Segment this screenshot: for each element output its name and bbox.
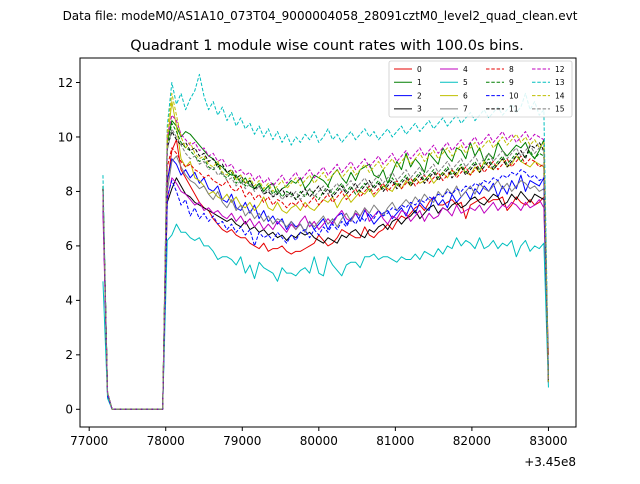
y-tick-label-2: 4	[65, 294, 73, 308]
series-line-2	[102, 158, 549, 410]
y-tick-label-1: 2	[65, 348, 73, 362]
series-line-3	[102, 177, 549, 410]
x-tick-label-6: 83000	[529, 434, 567, 448]
legend-label-7: 7	[463, 105, 468, 114]
x-tick-label-4: 81000	[376, 434, 414, 448]
series-line-1	[102, 120, 549, 410]
legend-label-6: 6	[463, 91, 468, 100]
legend-label-4: 4	[463, 65, 468, 74]
series-line-8	[102, 147, 549, 410]
legend-label-13: 13	[555, 78, 565, 87]
y-tick-label-0: 0	[65, 403, 73, 417]
figure-suptitle: Data file: modeM0/AS1A10_073T04_90000040…	[63, 9, 578, 23]
legend-label-12: 12	[555, 65, 565, 74]
y-tick-label-6: 12	[58, 76, 73, 90]
legend-label-9: 9	[509, 78, 514, 87]
legend-label-10: 10	[509, 91, 519, 100]
x-tick-label-0: 77000	[70, 434, 108, 448]
x-tick-label-1: 78000	[147, 434, 185, 448]
y-tick-label-4: 8	[65, 185, 73, 199]
series-line-15	[102, 128, 549, 410]
legend-label-0: 0	[417, 65, 422, 74]
series-line-14	[102, 92, 549, 410]
legend-label-14: 14	[555, 91, 565, 100]
series-line-4	[102, 177, 549, 410]
series-line-13	[102, 73, 549, 410]
chart-title: Quadrant 1 module wise count rates with …	[130, 38, 524, 54]
y-tick-label-3: 6	[65, 239, 73, 253]
series-line-12	[102, 114, 549, 410]
x-axis-offset-label: +3.45e8	[524, 455, 576, 469]
x-tick-label-5: 82000	[453, 434, 491, 448]
series-line-0	[102, 139, 549, 410]
legend-label-1: 1	[417, 78, 422, 87]
legend-label-8: 8	[509, 65, 514, 74]
legend-label-5: 5	[463, 78, 468, 87]
legend-label-15: 15	[555, 105, 565, 114]
axes-frame	[79, 57, 577, 428]
legend-box	[388, 60, 573, 118]
series-line-7	[102, 155, 549, 410]
series-line-6	[102, 101, 549, 410]
x-tick-label-3: 80000	[300, 434, 338, 448]
x-tick-label-2: 79000	[223, 434, 261, 448]
series-line-10	[102, 169, 549, 410]
series-line-5	[102, 223, 549, 410]
legend-label-2: 2	[417, 91, 422, 100]
legend-label-3: 3	[417, 105, 422, 114]
legend-label-11: 11	[509, 105, 519, 114]
series-group	[102, 73, 549, 410]
y-tick-label-5: 10	[58, 130, 73, 144]
plot-area: 77000 78000 79000 80000 81000 82000 83000 0 2 4 6 8…	[58, 57, 577, 448]
series-line-11	[102, 131, 549, 410]
series-line-9	[102, 122, 549, 410]
